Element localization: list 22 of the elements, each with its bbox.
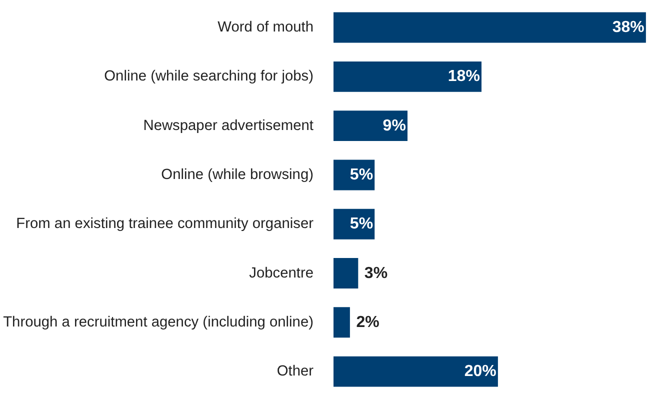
data-label: 3% xyxy=(364,264,388,282)
data-label: 9% xyxy=(382,117,406,134)
y-tick-label: Word of mouth xyxy=(218,20,314,36)
bar xyxy=(334,258,358,288)
y-tick-label: From an existing trainee community organiser xyxy=(16,216,314,232)
y-tick-label: Jobcentre xyxy=(249,265,314,282)
data-label: 2% xyxy=(356,314,380,331)
y-tick-label: Through a recruitment agency (including online) xyxy=(3,314,314,330)
bar xyxy=(334,307,350,338)
bar xyxy=(334,61,482,92)
y-tick-label: Other xyxy=(276,364,314,380)
y-tick-label: Newspaper advertisement xyxy=(143,118,314,134)
y-tick-label: Online (while browsing) xyxy=(161,166,314,183)
data-label: 38% xyxy=(612,19,644,36)
data-label: 5% xyxy=(350,216,374,233)
data-label: 20% xyxy=(464,363,496,380)
bar xyxy=(334,110,408,142)
data-label: 18% xyxy=(448,68,480,86)
bar xyxy=(334,356,498,387)
y-tick-label: Online (while searching for jobs) xyxy=(104,68,314,85)
bar xyxy=(334,12,646,43)
data-label: 5% xyxy=(350,166,374,184)
